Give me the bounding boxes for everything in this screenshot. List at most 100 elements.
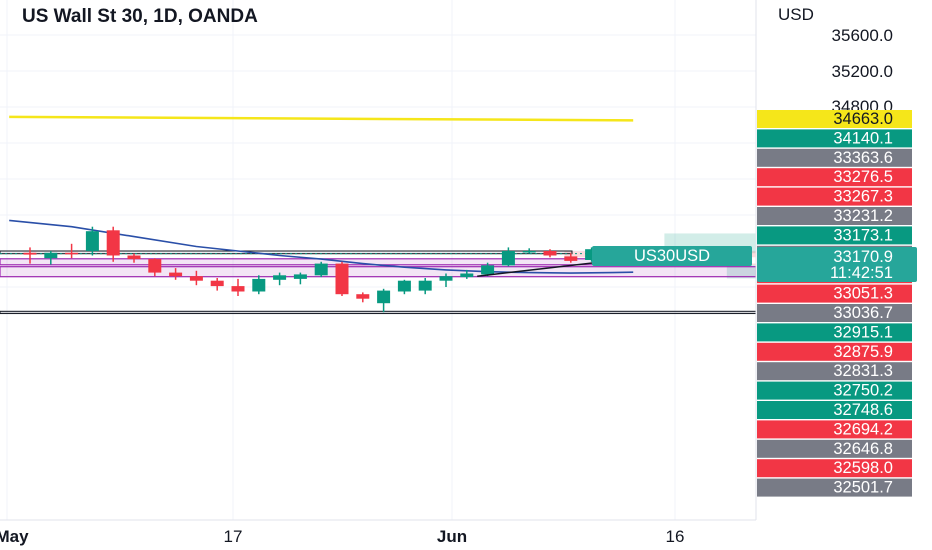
candle-body — [189, 276, 203, 281]
price-label: 32750.2 — [757, 381, 912, 400]
candle-body — [377, 290, 391, 304]
price-label: 32915.1 — [757, 323, 912, 342]
candle-body — [44, 252, 58, 259]
support-zone — [0, 310, 757, 315]
price-label-bg — [757, 381, 912, 400]
candle-body — [169, 272, 183, 277]
purple-level-lower — [0, 266, 757, 278]
price-label: 32598.0 — [757, 459, 912, 478]
y-tick-label: 35200.0 — [832, 62, 893, 81]
candle-body — [23, 252, 37, 255]
price-label-text: 33276.5 — [833, 168, 893, 186]
candle-body — [210, 280, 224, 287]
price-label-bg — [757, 226, 912, 245]
price-label-bg — [757, 284, 912, 303]
price-label-text: 33231.2 — [833, 207, 893, 225]
time-axis — [0, 520, 756, 550]
price-label: 33276.5 — [757, 168, 912, 187]
candle-body — [543, 251, 557, 256]
price-label-bg — [757, 129, 912, 148]
x-tick-label: Jun — [437, 527, 467, 546]
price-label: 32646.8 — [757, 439, 912, 458]
price-label-text: 32598.0 — [833, 459, 893, 477]
symbol-price-tag: US30USD 33170.911:42:51 — [592, 246, 917, 282]
candle-body — [397, 280, 411, 292]
price-label-bg — [757, 168, 912, 187]
candle-body — [85, 231, 99, 251]
candle-body — [585, 249, 599, 260]
candle-body — [564, 256, 578, 261]
candle-body — [501, 251, 515, 266]
price-label: 32501.7 — [757, 478, 912, 497]
price-label-bg — [757, 110, 912, 128]
price-label-text: 34663.0 — [833, 110, 893, 128]
price-label-bg — [757, 323, 912, 342]
price-label-bg — [757, 420, 912, 439]
chart-title: US Wall St 30, 1D, OANDA — [22, 6, 258, 27]
price-label-bg — [757, 459, 912, 478]
price-label: 32748.6 — [757, 401, 912, 419]
price-label-text: 32915.1 — [833, 323, 893, 341]
price-label-text: 32750.2 — [833, 382, 893, 400]
candle-body — [418, 280, 432, 291]
price-label-text: 32831.3 — [833, 362, 893, 380]
candle-body — [522, 251, 536, 253]
price-label: 34663.0 — [757, 110, 912, 128]
candle-body — [127, 255, 141, 260]
candle-body — [273, 275, 287, 280]
symbol-name: US30USD — [634, 247, 710, 265]
price-label-text: 33173.1 — [833, 226, 893, 244]
price-label: 32831.3 — [757, 362, 912, 381]
candle-body — [293, 274, 307, 279]
symbol-tag-bg — [592, 246, 752, 266]
candle-body — [439, 276, 453, 281]
x-tick-label: May — [0, 527, 29, 546]
price-label: 33231.2 — [757, 207, 912, 225]
current-price-value: 33170.9 — [833, 248, 893, 266]
price-label-bg — [757, 304, 912, 322]
currency-label: USD — [778, 5, 814, 24]
x-tick-label: 17 — [224, 527, 243, 546]
price-label-bg — [757, 401, 912, 419]
price-label-text: 33036.7 — [833, 304, 893, 322]
ma200-line — [9, 115, 634, 122]
price-label-bg — [757, 342, 912, 361]
current-price-tag-bg — [757, 247, 917, 282]
price-label-text: 32501.7 — [833, 479, 893, 497]
bar-countdown: 11:42:51 — [830, 264, 893, 282]
price-label-bg — [757, 207, 912, 225]
price-label-text: 33267.3 — [833, 188, 893, 206]
price-label: 33051.3 — [757, 284, 912, 303]
candle-body — [314, 263, 328, 276]
price-label-text: 32748.6 — [833, 401, 893, 419]
candle-body — [481, 265, 495, 275]
price-label: 33363.6 — [757, 148, 912, 167]
price-label: 33267.3 — [757, 187, 912, 206]
candle-body — [231, 286, 245, 292]
candle-body — [460, 273, 474, 278]
price-label: 32694.2 — [757, 420, 912, 439]
price-label-text: 33051.3 — [833, 285, 893, 303]
price-label: 33173.1 — [757, 226, 912, 245]
ma20-line — [9, 219, 634, 274]
candle-body — [106, 230, 120, 256]
price-label-bg — [757, 362, 912, 381]
price-label: 34140.1 — [757, 129, 912, 148]
price-label-text: 32646.8 — [833, 440, 893, 458]
price-label-bg — [757, 439, 912, 458]
price-label-bg — [757, 187, 912, 206]
candle-body — [148, 259, 162, 273]
price-label-bg — [757, 478, 912, 497]
price-label-bg — [757, 148, 912, 167]
candle-body — [356, 294, 370, 299]
candle-body — [252, 278, 266, 292]
price-label-text: 32875.9 — [833, 343, 893, 361]
candle-body — [335, 263, 349, 295]
price-label: 32875.9 — [757, 342, 912, 361]
price-label: 33036.7 — [757, 304, 912, 322]
candle-body — [65, 252, 79, 255]
y-tick-label: 35600.0 — [832, 26, 893, 45]
price-label-text: 34140.1 — [833, 129, 893, 147]
